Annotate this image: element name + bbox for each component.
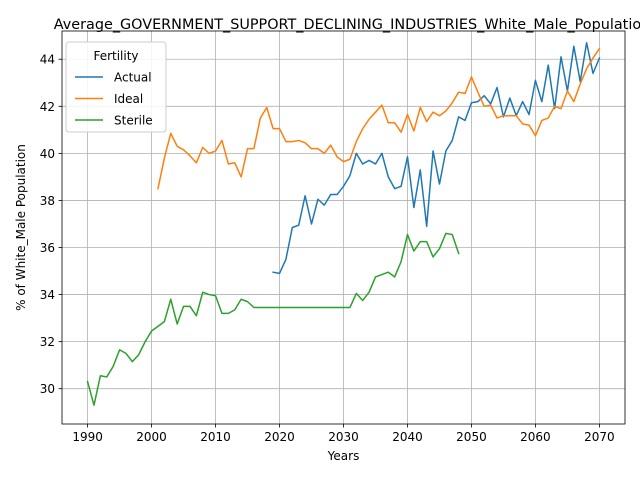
y-tick-label: 38 (40, 194, 55, 208)
grid (62, 31, 625, 424)
legend-items: Actual Ideal Sterile (75, 71, 153, 128)
series-line-sterile (86, 232, 460, 406)
legend-title: Fertility (93, 49, 138, 63)
x-tick-label: 2010 (200, 430, 231, 444)
y-tick-label: 40 (40, 147, 55, 161)
y-axis-label: % of White_Male Population (14, 144, 28, 311)
y-axis-ticks: 30 32 34 36 38 40 42 44 (40, 53, 62, 396)
legend-label-sterile: Sterile (114, 114, 153, 128)
legend: Fertility Actual Ideal Sterile (65, 41, 167, 133)
y-tick-label: 42 (40, 100, 55, 114)
x-axis-ticks: 1990 2000 2010 2020 2030 2040 2050 2060 2070 (72, 424, 615, 444)
legend-label-actual: Actual (114, 71, 152, 85)
x-tick-label: 2050 (456, 430, 487, 444)
y-tick-label: 36 (40, 241, 55, 255)
x-axis-label: Years (327, 449, 360, 463)
plot-lines (86, 42, 601, 406)
x-tick-label: 2030 (328, 430, 359, 444)
x-tick-label: 2000 (136, 430, 167, 444)
plot-frame (61, 30, 626, 425)
x-tick-label: 2060 (520, 430, 551, 444)
series-line-actual (272, 42, 601, 275)
chart-title: Average_GOVERNMENT_SUPPORT_DECLINING_IND… (54, 17, 640, 33)
x-tick-label: 2040 (392, 430, 423, 444)
legend-box (65, 41, 167, 133)
y-tick-label: 30 (40, 382, 55, 396)
y-tick-label: 32 (40, 335, 55, 349)
x-tick-label: 2020 (264, 430, 295, 444)
y-tick-label: 34 (40, 288, 55, 302)
x-tick-label: 2070 (584, 430, 615, 444)
y-tick-label: 44 (40, 53, 55, 67)
series-line-ideal (157, 47, 601, 190)
x-tick-label: 1990 (72, 430, 103, 444)
legend-label-ideal: Ideal (114, 92, 143, 106)
